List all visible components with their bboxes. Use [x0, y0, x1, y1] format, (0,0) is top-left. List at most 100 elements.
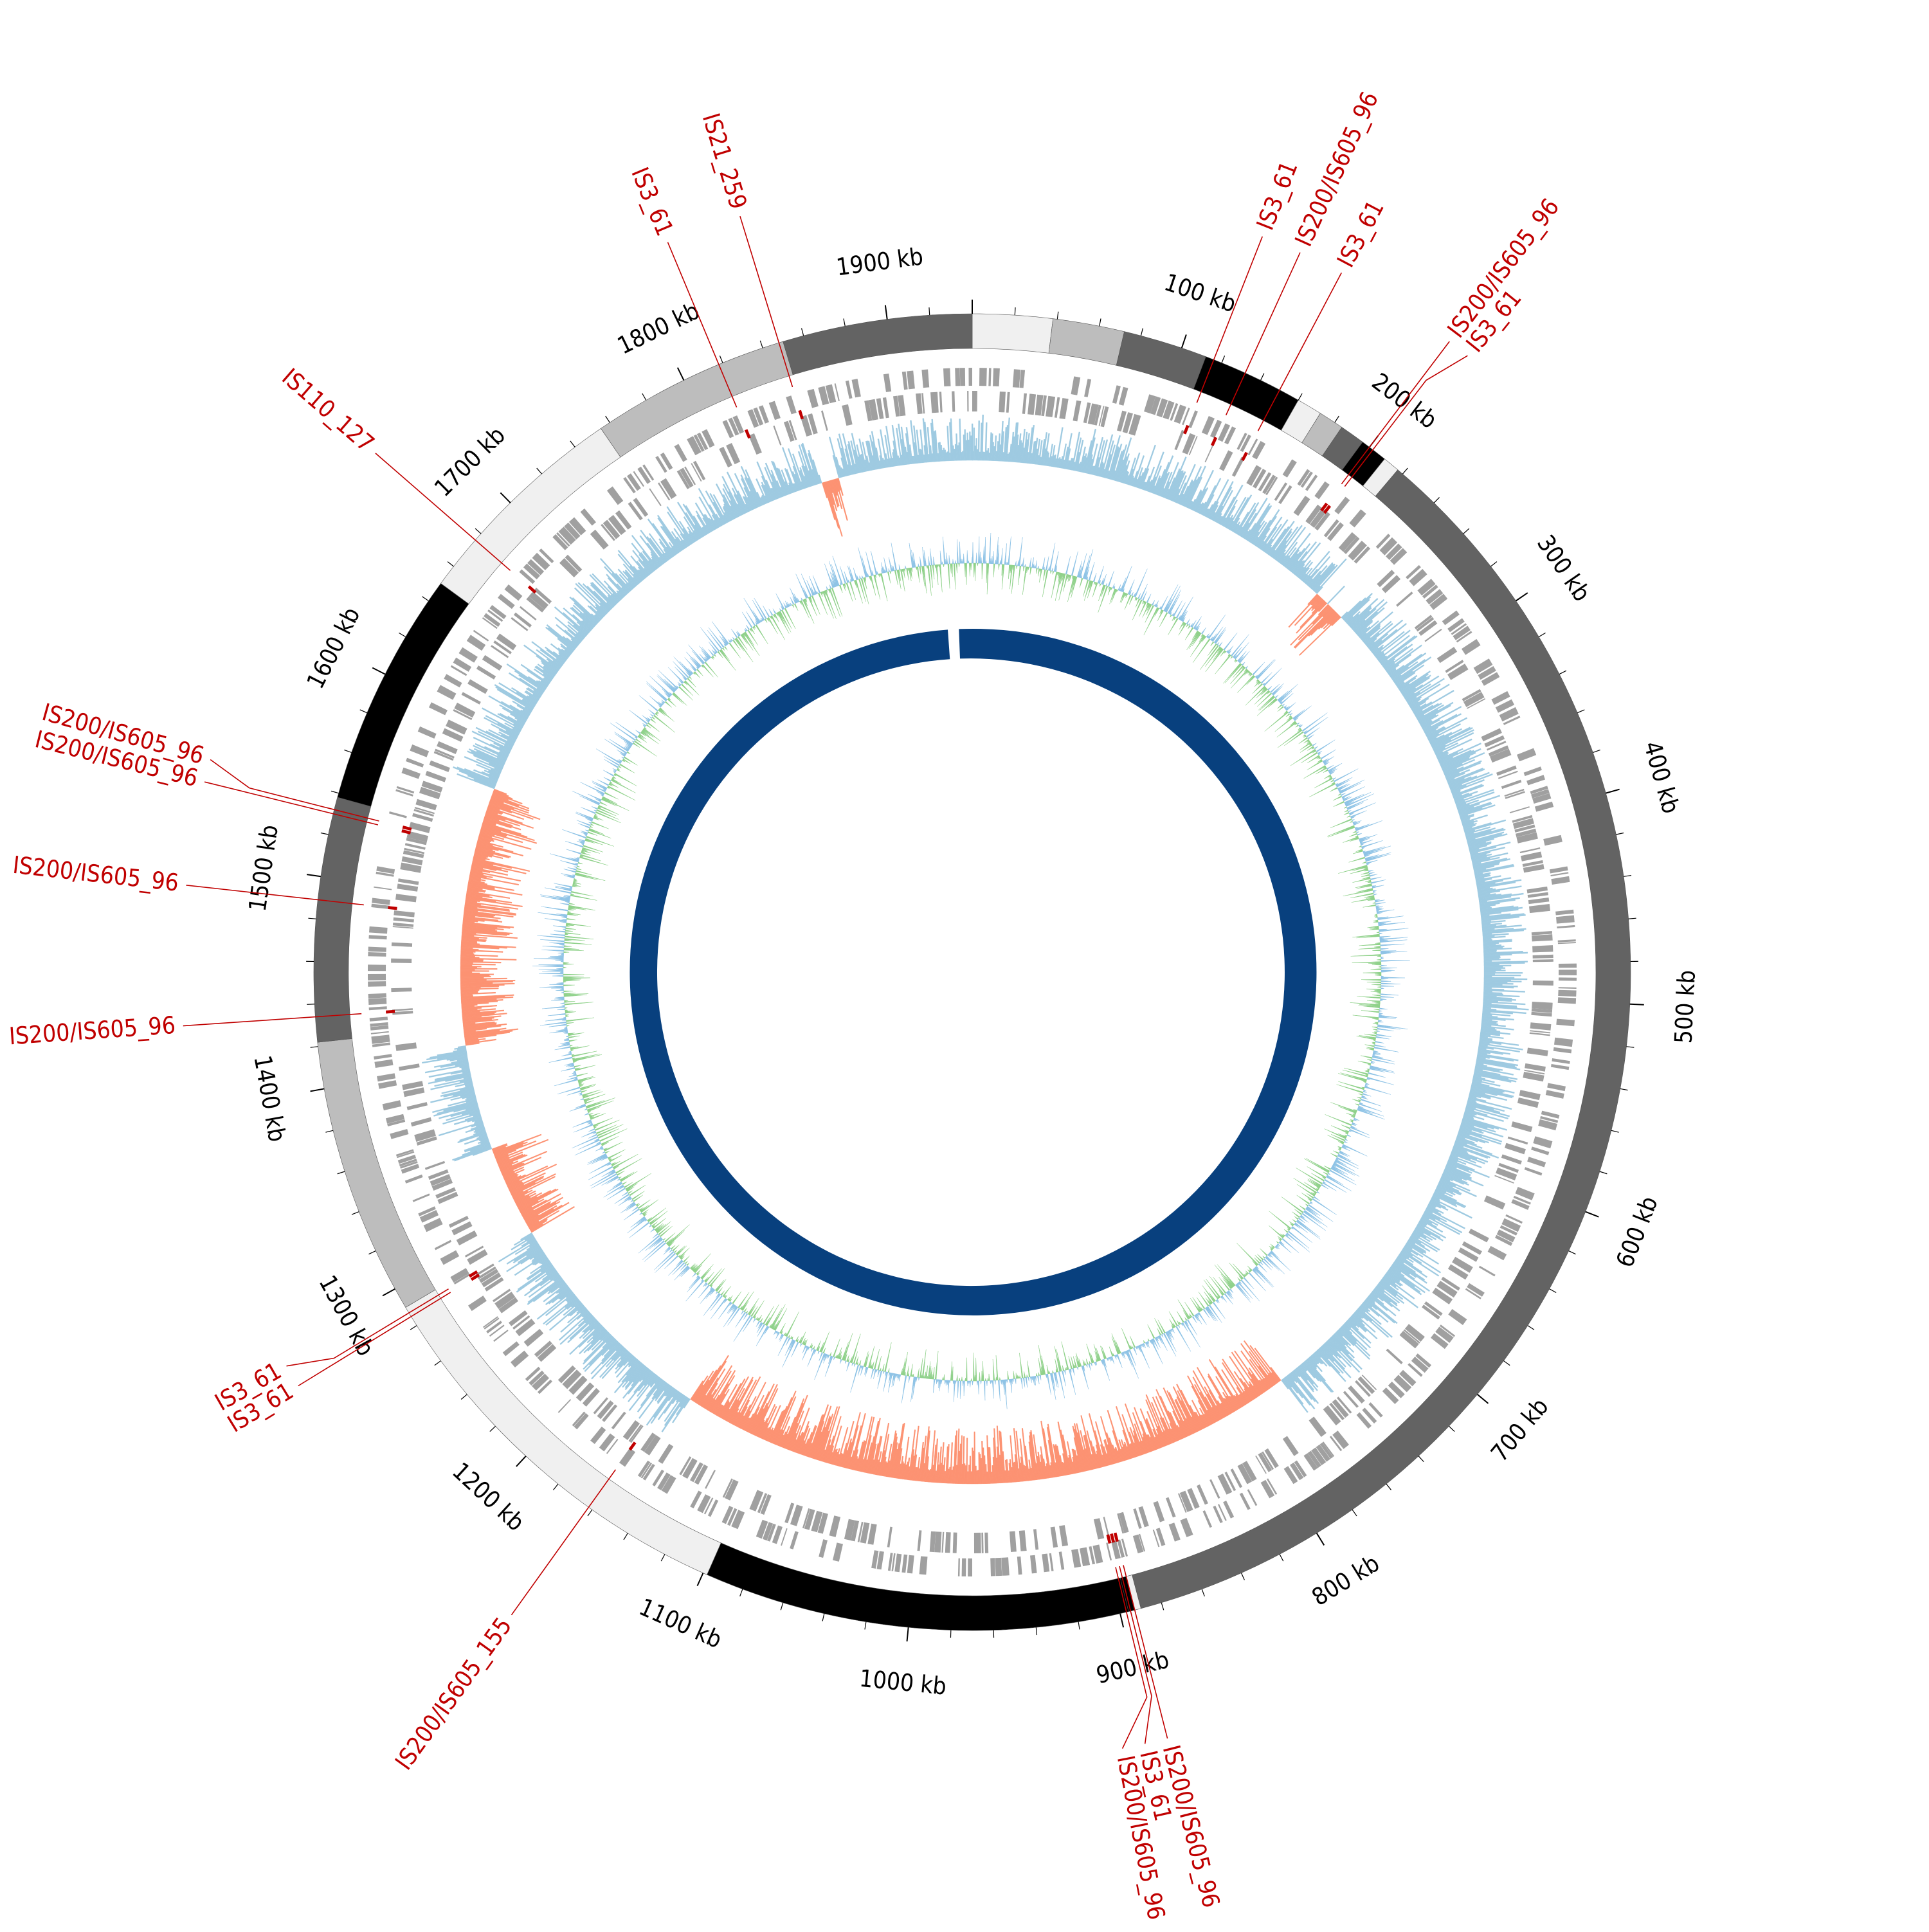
gc-content-bar: [1147, 1324, 1155, 1339]
gc-content-bar: [623, 752, 627, 755]
gc-skew-bar: [1480, 904, 1496, 908]
gc-content-bar: [1201, 636, 1207, 643]
gc-content-bar: [1296, 722, 1300, 725]
gc-content-bar: [910, 1364, 913, 1377]
gc-content-bar: [1116, 589, 1118, 593]
gc-content-bar: [877, 1370, 883, 1389]
gc-content-bar: [716, 1291, 718, 1294]
gc-content-bar: [1235, 1284, 1251, 1303]
gc-skew-bar: [1182, 465, 1202, 507]
gc-content-bar: [791, 1341, 799, 1358]
gc-content-bar: [753, 626, 756, 629]
gc-content-bar: [565, 1007, 568, 1009]
gc-content-bar: [732, 637, 736, 640]
gc-content-bar: [760, 618, 763, 622]
gc-content-bar: [1041, 1355, 1046, 1375]
gc-content-bar: [1229, 1262, 1244, 1279]
gc-content-bar: [1248, 672, 1252, 676]
gc-content-bar: [564, 1039, 570, 1042]
gc-content-bar: [1374, 946, 1381, 948]
gc-content-bar: [1323, 769, 1328, 773]
gc-content-bar: [810, 586, 815, 596]
gc-content-bar: [648, 709, 656, 716]
gc-content-bar: [562, 829, 586, 839]
gc-content-bar: [1177, 615, 1181, 620]
gc-content-bar: [790, 602, 793, 606]
gc-content-bar: [912, 1373, 914, 1377]
gc-content-bar: [638, 734, 644, 739]
gc-content-bar: [1260, 1248, 1268, 1256]
gc-content-bar: [779, 1334, 784, 1342]
gc-content-bar: [1050, 570, 1052, 574]
gc-skew-bar: [1483, 962, 1525, 964]
gc-skew-bar: [1401, 674, 1431, 695]
gc-content-bar: [937, 564, 940, 568]
gc-content-bar: [1288, 710, 1292, 714]
gc-content-bar: [568, 1039, 577, 1042]
gc-content-bar: [1172, 1323, 1176, 1328]
gc-content-bar: [580, 1097, 584, 1101]
gc-skew-bar: [1482, 1013, 1511, 1016]
gc-content-bar: [1159, 1335, 1168, 1351]
gc-content-bar: [1327, 825, 1355, 836]
gc-content-bar: [1352, 1015, 1379, 1019]
gc-content-bar: [655, 712, 658, 715]
gc-content-bar: [1138, 1344, 1150, 1369]
gc-content-bar: [601, 1142, 610, 1146]
gc-skew-bar: [1033, 437, 1038, 465]
gc-content-bar: [1328, 768, 1337, 773]
gc-content-bar: [791, 1336, 793, 1340]
gc-skew-bar: [1479, 902, 1500, 907]
gc-content-bar: [1381, 987, 1384, 989]
gc-content-bar: [1146, 602, 1149, 607]
gc-content-bar: [1100, 1359, 1103, 1366]
gc-skew-bar: [1035, 438, 1041, 465]
gc-content-bar: [888, 557, 892, 572]
gc-content-bar: [955, 1380, 957, 1384]
gc-content-bar: [1217, 642, 1220, 646]
gc-content-bar: [779, 608, 782, 611]
gc-content-bar: [1361, 979, 1382, 981]
gc-content-bar: [965, 563, 967, 585]
gc-content-bar: [979, 1372, 981, 1382]
gc-content-bar: [551, 987, 564, 989]
gc-skew-bar: [1271, 530, 1292, 559]
gc-content-bar: [1218, 1277, 1230, 1291]
gc-content-bar: [685, 671, 691, 677]
gc-content-bar: [565, 1009, 568, 1011]
gc-content-bar: [1352, 934, 1380, 937]
gc-content-bar: [775, 593, 785, 610]
gc-content-bar: [624, 1182, 633, 1188]
gc-content-bar: [1055, 565, 1058, 572]
gc-content-bar: [1191, 1315, 1197, 1323]
gc-content-bar: [1352, 1099, 1361, 1103]
gc-content-bar: [1368, 962, 1382, 964]
gc-content-bar: [745, 627, 748, 631]
gc-content-bar: [620, 1202, 636, 1214]
gc-content-bar: [1379, 1015, 1398, 1018]
gc-content-bar: [948, 555, 950, 564]
gc-skew-bar: [1391, 661, 1418, 681]
gc-content-bar: [1193, 616, 1202, 629]
gc-content-bar: [761, 617, 765, 622]
gc-skew-bar: [1420, 714, 1439, 726]
gc-content-bar: [1359, 838, 1370, 843]
gc-content-bar: [993, 563, 995, 577]
gc-content-bar: [592, 781, 608, 790]
gc-content-bar: [785, 604, 788, 608]
gc-skew-bar: [1065, 448, 1071, 469]
gc-content-bar: [1111, 1333, 1121, 1355]
gc-skew-bar: [1435, 738, 1472, 757]
gc-content-bar: [1274, 1246, 1278, 1250]
gc-content-bar: [787, 602, 790, 607]
gc-content-bar: [728, 1295, 733, 1301]
gc-content-bar: [1287, 1227, 1291, 1231]
gc-content-bar: [1364, 1044, 1375, 1047]
gc-content-bar: [708, 649, 714, 656]
gc-content-bar: [1088, 562, 1095, 581]
gc-content-bar: [1135, 598, 1141, 608]
gc-content-bar: [554, 883, 573, 889]
gc-content-bar: [770, 615, 786, 640]
gc-content-bar: [548, 957, 564, 959]
gc-content-bar: [1042, 557, 1046, 570]
